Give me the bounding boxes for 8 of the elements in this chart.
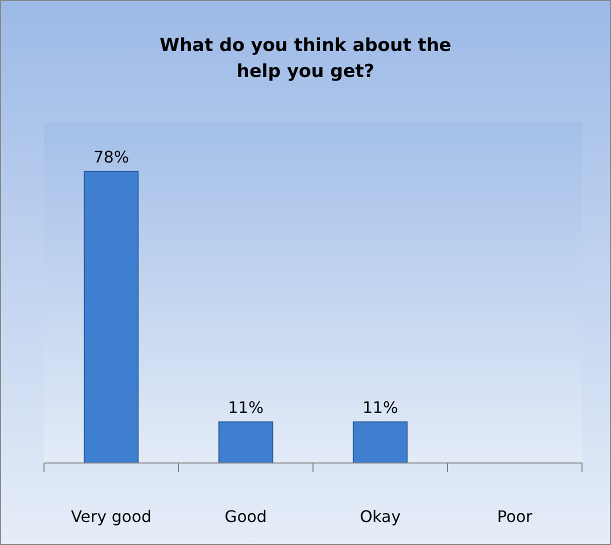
x-tick-label: Good [224, 507, 267, 526]
x-tick-label: Very good [70, 507, 152, 526]
x-tick-label: Poor [497, 507, 533, 526]
data-label: 78% [93, 147, 130, 166]
data-label: 11% [228, 398, 264, 417]
data-label: 11% [362, 398, 398, 417]
x-tick-label: Okay [360, 507, 401, 526]
chart-title: What do you think about the help you get? [160, 35, 452, 82]
